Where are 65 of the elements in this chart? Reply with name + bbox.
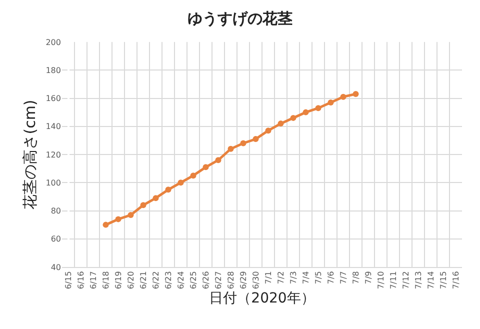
point <box>178 180 184 186</box>
x-tick-label: 6/29 <box>238 271 248 290</box>
point <box>278 120 284 127</box>
x-tick-label: 7/6 <box>326 271 336 284</box>
x-tick-label: 7/4 <box>301 271 310 284</box>
x-tick-label: 6/21 <box>138 271 148 290</box>
x-tick-label: 7/5 <box>314 271 323 284</box>
point <box>152 195 159 202</box>
x-tick-label: 7/11 <box>388 271 398 290</box>
point <box>340 94 346 100</box>
x-tick-label: 6/30 <box>251 271 260 290</box>
x-tick-label: 7/15 <box>438 271 448 290</box>
y-axis-title: 花茎の高さ(cm) <box>20 100 39 210</box>
y-tick-label: 80 <box>50 206 61 216</box>
point <box>128 212 134 218</box>
x-tick-label: 6/15 <box>64 271 73 290</box>
point <box>328 99 334 106</box>
x-tick-label: 6/28 <box>226 271 236 290</box>
point <box>215 157 222 164</box>
point <box>352 91 359 98</box>
point <box>115 216 122 222</box>
point <box>315 105 322 112</box>
x-tick-label: 7/2 <box>276 271 286 284</box>
y-tick-label: 120 <box>46 150 61 160</box>
y-tick-label: 140 <box>46 122 61 132</box>
x-tick-label: 6/25 <box>188 271 198 290</box>
y-tick-label: 200 <box>46 38 61 47</box>
point <box>190 172 196 179</box>
point <box>265 128 272 134</box>
x-tick-label: 6/18 <box>101 271 110 290</box>
point <box>252 136 259 142</box>
y-tick-label: 60 <box>50 234 61 244</box>
x-tick-label: 6/19 <box>114 271 123 290</box>
x-tick-label: 7/14 <box>426 271 436 290</box>
y-tick-label: 180 <box>46 66 61 75</box>
y-tick-label: 40 <box>50 262 61 272</box>
x-tick-label: 6/22 <box>151 271 160 290</box>
x-tick-label: 7/13 <box>414 271 423 290</box>
x-tick-label: 6/26 <box>201 271 210 290</box>
x-tick-label: 6/24 <box>176 271 186 290</box>
point <box>102 222 109 228</box>
x-tick-label: 6/23 <box>164 271 173 290</box>
x-tick-label: 6/27 <box>214 271 223 290</box>
y-tick-label: 100 <box>46 178 61 188</box>
point <box>140 202 146 208</box>
point <box>240 140 246 146</box>
y-tick-label: 160 <box>46 94 61 104</box>
point <box>302 109 309 116</box>
x-tick-label: 6/17 <box>88 271 98 290</box>
point <box>165 186 172 193</box>
x-tick-label: 7/8 <box>351 271 360 284</box>
x-tick-label: 7/1 <box>264 271 273 284</box>
x-tick-label: 7/16 <box>451 271 460 290</box>
x-tick-label: 7/3 <box>288 271 298 284</box>
point <box>202 164 209 170</box>
point <box>290 114 296 121</box>
chart-title: ゆうすげの花茎 <box>188 10 292 28</box>
x-tick-label: 7/7 <box>338 271 348 284</box>
x-tick-label: 6/16 <box>76 271 86 290</box>
x-tick-label: 7/9 <box>364 271 373 284</box>
x-tick-label: 7/10 <box>376 271 386 290</box>
x-tick-label: 6/20 <box>126 271 136 290</box>
point <box>228 146 234 152</box>
x-axis-title: 日付（2020年） <box>209 290 315 306</box>
x-tick-label: 7/12 <box>401 271 410 290</box>
